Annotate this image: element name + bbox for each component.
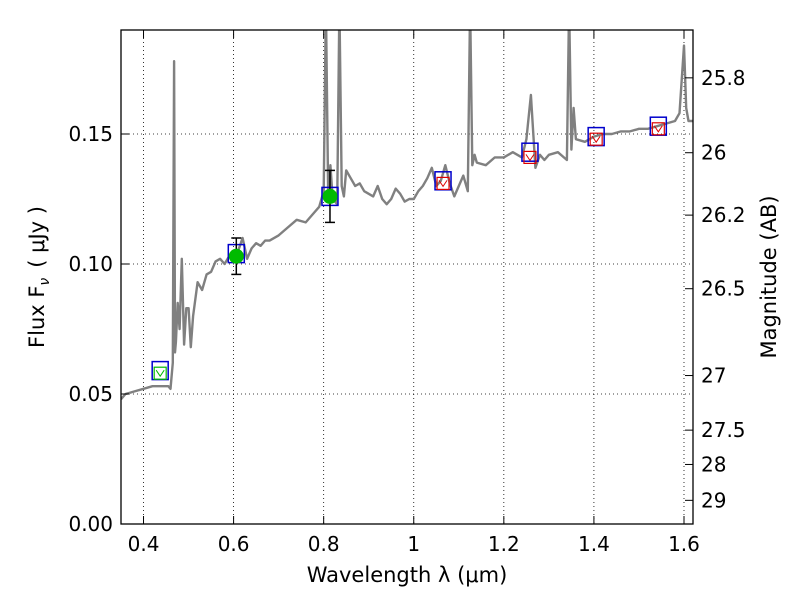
x-tick-label: 1.4 (578, 532, 610, 556)
y2-tick-label: 26.2 (701, 203, 746, 227)
upper-limit-marker (436, 176, 450, 190)
x-tick-label: 1 (407, 532, 420, 556)
y-tick-label: 0.00 (68, 512, 113, 536)
plot-area (121, 30, 693, 400)
grid-lines (121, 30, 693, 524)
y2-tick-label: 26 (701, 141, 726, 165)
detection-point (228, 248, 244, 264)
x-tick-label: 0.6 (218, 532, 250, 556)
svg-text:Flux Fν( μJy ): Flux Fν ( μJy ) (25, 206, 53, 348)
y-tick-label: 0.05 (68, 382, 113, 406)
sed-spectrum-line (121, 30, 693, 400)
x-tick-label: 1.6 (668, 532, 700, 556)
y2-axis-title: Magnitude (AB) (757, 195, 781, 358)
upper-limit-marker (589, 132, 603, 146)
detection-point (322, 188, 338, 204)
y2-tick-label: 26.5 (701, 277, 746, 301)
x-tick-label: 1.2 (488, 532, 520, 556)
axis-ticks (121, 30, 693, 525)
y2-tick-label: 29 (701, 488, 726, 512)
axis-tick-labels: 0.4 0.6 0.8 1 1.2 1.4 1.6 0.00 0.05 0.10 0.15 25.8 2… (68, 66, 745, 556)
upper-limit-marker (523, 150, 537, 164)
y-axis-title: Flux Fν ( μJy ) (25, 206, 53, 348)
x-axis-title: Wavelength λ (μm) (307, 563, 508, 587)
y-axis-title-main: Flux F (25, 286, 49, 348)
y-tick-label: 0.15 (68, 122, 113, 146)
y-axis-title-subscript: ν (37, 278, 53, 286)
x-tick-label: 0.8 (308, 532, 340, 556)
x-tick-label: 0.4 (128, 532, 160, 556)
upper-limit-arrow (438, 180, 448, 188)
upper-limit-marker (153, 366, 167, 380)
y2-tick-label: 27 (701, 364, 726, 388)
upper-limit-arrow (155, 369, 165, 378)
y2-tick-label: 27.5 (701, 418, 746, 442)
upper-limit-arrow (591, 135, 601, 144)
upper-limit-arrow (525, 154, 535, 162)
y-tick-label: 0.10 (68, 252, 113, 276)
upper-limit-arrow (653, 125, 663, 133)
plot-frame (120, 29, 694, 525)
upper-limit-marker (651, 122, 665, 136)
y2-tick-label: 28 (701, 452, 726, 476)
y2-tick-label: 25.8 (701, 66, 746, 90)
y-axis-title-unit: ( μJy ) (25, 206, 49, 268)
